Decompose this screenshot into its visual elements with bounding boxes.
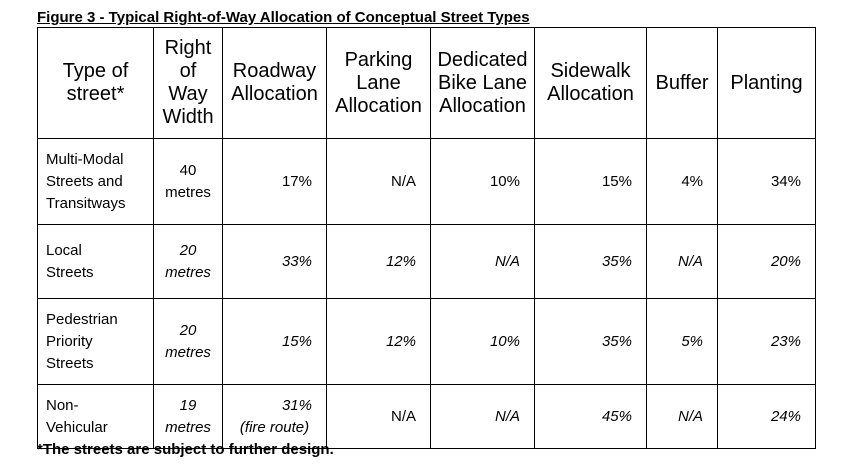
header-parking-lane-allocation: Parking Lane Allocation [326, 27, 431, 139]
roadway-cell: 17% [222, 138, 327, 225]
planting-cell: 24% [717, 384, 816, 449]
street-type-cell: Non- Vehicular [37, 384, 154, 449]
buffer-cell: 4% [646, 138, 718, 225]
sidewalk-cell: 35% [534, 224, 647, 299]
row-width-cell: 19 metres [153, 384, 223, 449]
table-row: Multi-Modal Streets and Transitways 40 metr… [37, 138, 816, 225]
roadway-cell: 31% (fire route) [222, 384, 327, 449]
row-width-cell: 20 metres [153, 224, 223, 299]
buffer-cell: N/A [646, 384, 718, 449]
street-type-cell: Pedestrian Priority Streets [37, 298, 154, 385]
parking-cell: 12% [326, 298, 431, 385]
sidewalk-cell: 35% [534, 298, 647, 385]
buffer-cell: N/A [646, 224, 718, 299]
table-row: Pedestrian Priority Streets 20 metres 15% 1… [37, 298, 816, 385]
street-type-cell: Local Streets [37, 224, 154, 299]
table-row: Non- Vehicular 19 metres 31% (fire route) N… [37, 384, 816, 449]
bike-lane-cell: N/A [430, 224, 535, 299]
sidewalk-cell: 45% [534, 384, 647, 449]
header-roadway-allocation: Roadway Allocation [222, 27, 327, 139]
footnote: *The streets are subject to further desi… [37, 441, 334, 458]
buffer-cell: 5% [646, 298, 718, 385]
header-row: Type of street* Right of Way Width Roadway Al… [37, 27, 816, 139]
header-bike-lane-allocation: Dedicated Bike Lane Allocation [430, 27, 535, 139]
bike-lane-cell: 10% [430, 298, 535, 385]
header-buffer: Buffer [646, 27, 718, 139]
parking-cell: N/A [326, 384, 431, 449]
header-planting: Planting [717, 27, 816, 139]
roadway-cell: 15% [222, 298, 327, 385]
planting-cell: 20% [717, 224, 816, 299]
planting-cell: 34% [717, 138, 816, 225]
roadway-cell: 33% [222, 224, 327, 299]
header-type-of-street: Type of street* [37, 27, 154, 139]
table-row: Local Streets 20 metres 33% 12% N/A 35% N/… [37, 224, 816, 299]
street-type-cell: Multi-Modal Streets and Transitways [37, 138, 154, 225]
sidewalk-cell: 15% [534, 138, 647, 225]
header-sidewalk-allocation: Sidewalk Allocation [534, 27, 647, 139]
allocation-table: Type of street* Right of Way Width Roadway Al… [37, 27, 816, 449]
bike-lane-cell: 10% [430, 138, 535, 225]
row-width-cell: 20 metres [153, 298, 223, 385]
planting-cell: 23% [717, 298, 816, 385]
figure-title: Figure 3 - Typical Right-of-Way Allocati… [37, 9, 530, 26]
bike-lane-cell: N/A [430, 384, 535, 449]
header-right-of-way-width: Right of Way Width [153, 27, 223, 139]
row-width-cell: 40 metres [153, 138, 223, 225]
parking-cell: N/A [326, 138, 431, 225]
parking-cell: 12% [326, 224, 431, 299]
